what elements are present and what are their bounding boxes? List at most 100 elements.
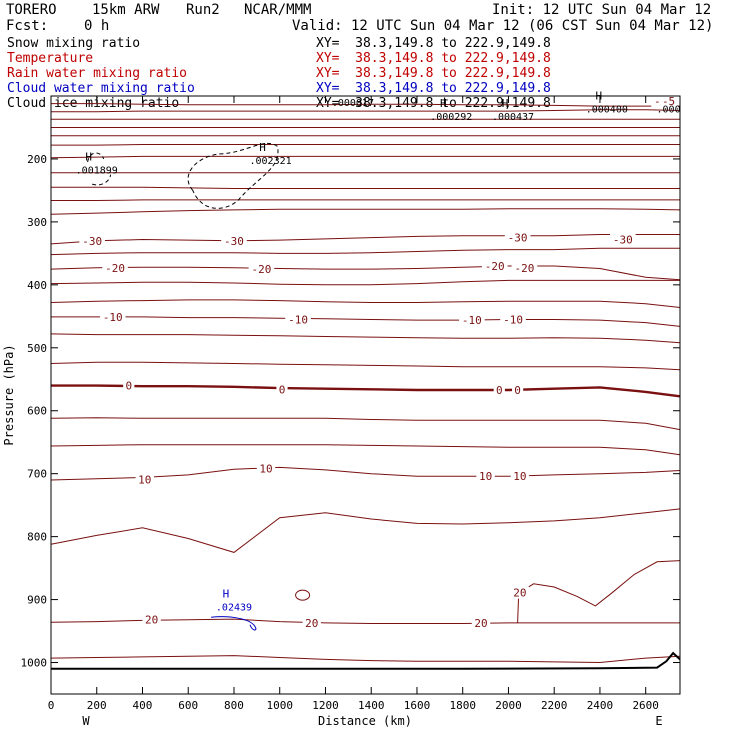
y-tick-label: 800: [27, 531, 47, 544]
x-tick-label: 2400: [587, 699, 614, 712]
label-mask: [476, 470, 495, 483]
isotherm-line: [50, 466, 681, 481]
isotherm-label: -20: [251, 263, 271, 276]
field-xy-temperature: XY= 38.3,149.8 to 222.9,149.8: [316, 51, 551, 66]
label-mask: [471, 616, 491, 629]
label-mask: [276, 383, 288, 396]
label-mask: [659, 95, 678, 108]
plot-frame: [50, 95, 681, 695]
label-mask: [123, 379, 135, 392]
terrain-surface: [51, 651, 681, 670]
run-label: Run2: [186, 2, 220, 18]
isotherm-label: 0: [496, 384, 503, 397]
isotherm-label: 20: [474, 617, 487, 630]
isotherm-line: [51, 103, 680, 107]
y-axis-title: Pressure (hPa): [2, 344, 16, 445]
max-value: .000017: [332, 98, 374, 109]
center-label: NCAR/MMM: [244, 2, 312, 18]
label-mask: [610, 233, 636, 246]
field-name-rain: Rain water mixing ratio: [7, 66, 188, 81]
snow-contour: [187, 142, 279, 209]
max-value: .002321: [250, 156, 292, 167]
isotherm-line: [51, 384, 681, 398]
isotherm-line: [51, 199, 680, 201]
max-value: .000: [657, 104, 681, 115]
x-tick-label: 1200: [312, 699, 339, 712]
isotherm-label: -5: [662, 95, 675, 108]
isotherm-closed: [295, 589, 311, 601]
label-mask: [285, 313, 311, 326]
temperature-labels: -30 -30 -30 -30-20 -20 -20 -20-10 -10 -10 -100 0 0 0…: [79, 95, 678, 630]
label-mask: [504, 231, 531, 244]
field-xy-snow: XY= 38.3,149.8 to 222.9,149.8: [316, 36, 551, 51]
max-value: .02439: [216, 602, 252, 613]
isotherm-line: [50, 265, 681, 281]
isotherm-label: -10: [103, 311, 123, 324]
isotherm-label: -20: [485, 260, 505, 273]
maxima-labels: H .001899 H .002321 H .000292 H .000437 H .000400…: [76, 89, 681, 613]
label-mask: [512, 383, 524, 396]
y-tick-label: 1000: [21, 657, 48, 670]
max-marker: H: [259, 141, 266, 154]
isotherm-label: -30: [508, 232, 528, 245]
y-tick-label: 400: [27, 279, 47, 292]
max-marker: H: [223, 587, 230, 600]
max-value: .000292: [430, 112, 472, 123]
x-tick-label: 1600: [404, 699, 431, 712]
field-xy-cloud-ice: XY= 38.3,149.8 to 222.9,149.8: [316, 96, 551, 111]
isotherm-label: -10: [288, 313, 308, 326]
x-tick-label: 1800: [449, 699, 476, 712]
y-tick-label: 900: [27, 594, 47, 607]
isotherm-label: -20: [515, 262, 535, 275]
field-name-temperature: Temperature: [7, 51, 94, 66]
label-mask: [79, 234, 105, 247]
field-xy-cloud-water: XY= 38.3,149.8 to 222.9,149.8: [316, 81, 551, 96]
x-tick-label: 600: [178, 699, 198, 712]
field-name-cloud-water: Cloud water mixing ratio: [7, 81, 195, 96]
label-mask: [511, 261, 538, 274]
isotherm-line: [50, 208, 681, 215]
isotherm-line: [517, 560, 681, 623]
isotherm-label: -30: [224, 235, 244, 248]
isotherm-label: -10: [503, 313, 523, 326]
x-end-label-east: E: [655, 714, 662, 728]
isotherm-label: 10: [513, 470, 526, 483]
isotherm-label: 20: [513, 587, 526, 600]
fcst-value: 0 h: [84, 18, 110, 34]
terrain-line: [51, 651, 681, 670]
y-tick-label: 200: [27, 153, 47, 166]
y-tick-label: 300: [27, 216, 47, 229]
max-marker: H: [85, 151, 92, 164]
isotherm-line: [50, 417, 681, 431]
x-axis-title: Distance (km): [318, 714, 412, 728]
max-value: .001899: [76, 166, 118, 177]
label-mask: [102, 261, 128, 274]
isotherm-label: -20: [105, 262, 125, 275]
isotherm-label: 10: [479, 470, 492, 483]
label-mask: [510, 586, 530, 599]
isotherm-label: -30: [82, 235, 102, 248]
label-mask: [99, 310, 126, 323]
label-mask: [142, 613, 161, 626]
label-mask: [135, 473, 154, 486]
isotherm-label: 0: [125, 380, 132, 393]
y-tick-label: 500: [27, 342, 47, 355]
field-name-snow: Snow mixing ratio: [7, 36, 141, 51]
label-mask: [459, 314, 485, 327]
isotherm-label: 0: [514, 384, 521, 397]
label-mask: [221, 234, 247, 247]
snow-contours: [87, 142, 279, 209]
label-mask: [493, 383, 505, 396]
isotherm-label: 20: [145, 614, 158, 627]
cloud-water-contour: [211, 616, 257, 631]
label-mask: [481, 259, 508, 272]
isotherm-line: [50, 333, 681, 344]
field-xy-rain: XY= 38.3,149.8 to 222.9,149.8: [316, 66, 551, 81]
max-value: .000437: [492, 112, 534, 123]
cloud-water-contours: [211, 616, 257, 631]
x-tick-label: 800: [224, 699, 244, 712]
x-tick-label: 1000: [266, 699, 293, 712]
fcst-label: Fcst:: [6, 18, 49, 34]
y-tick-label: 600: [27, 405, 47, 418]
